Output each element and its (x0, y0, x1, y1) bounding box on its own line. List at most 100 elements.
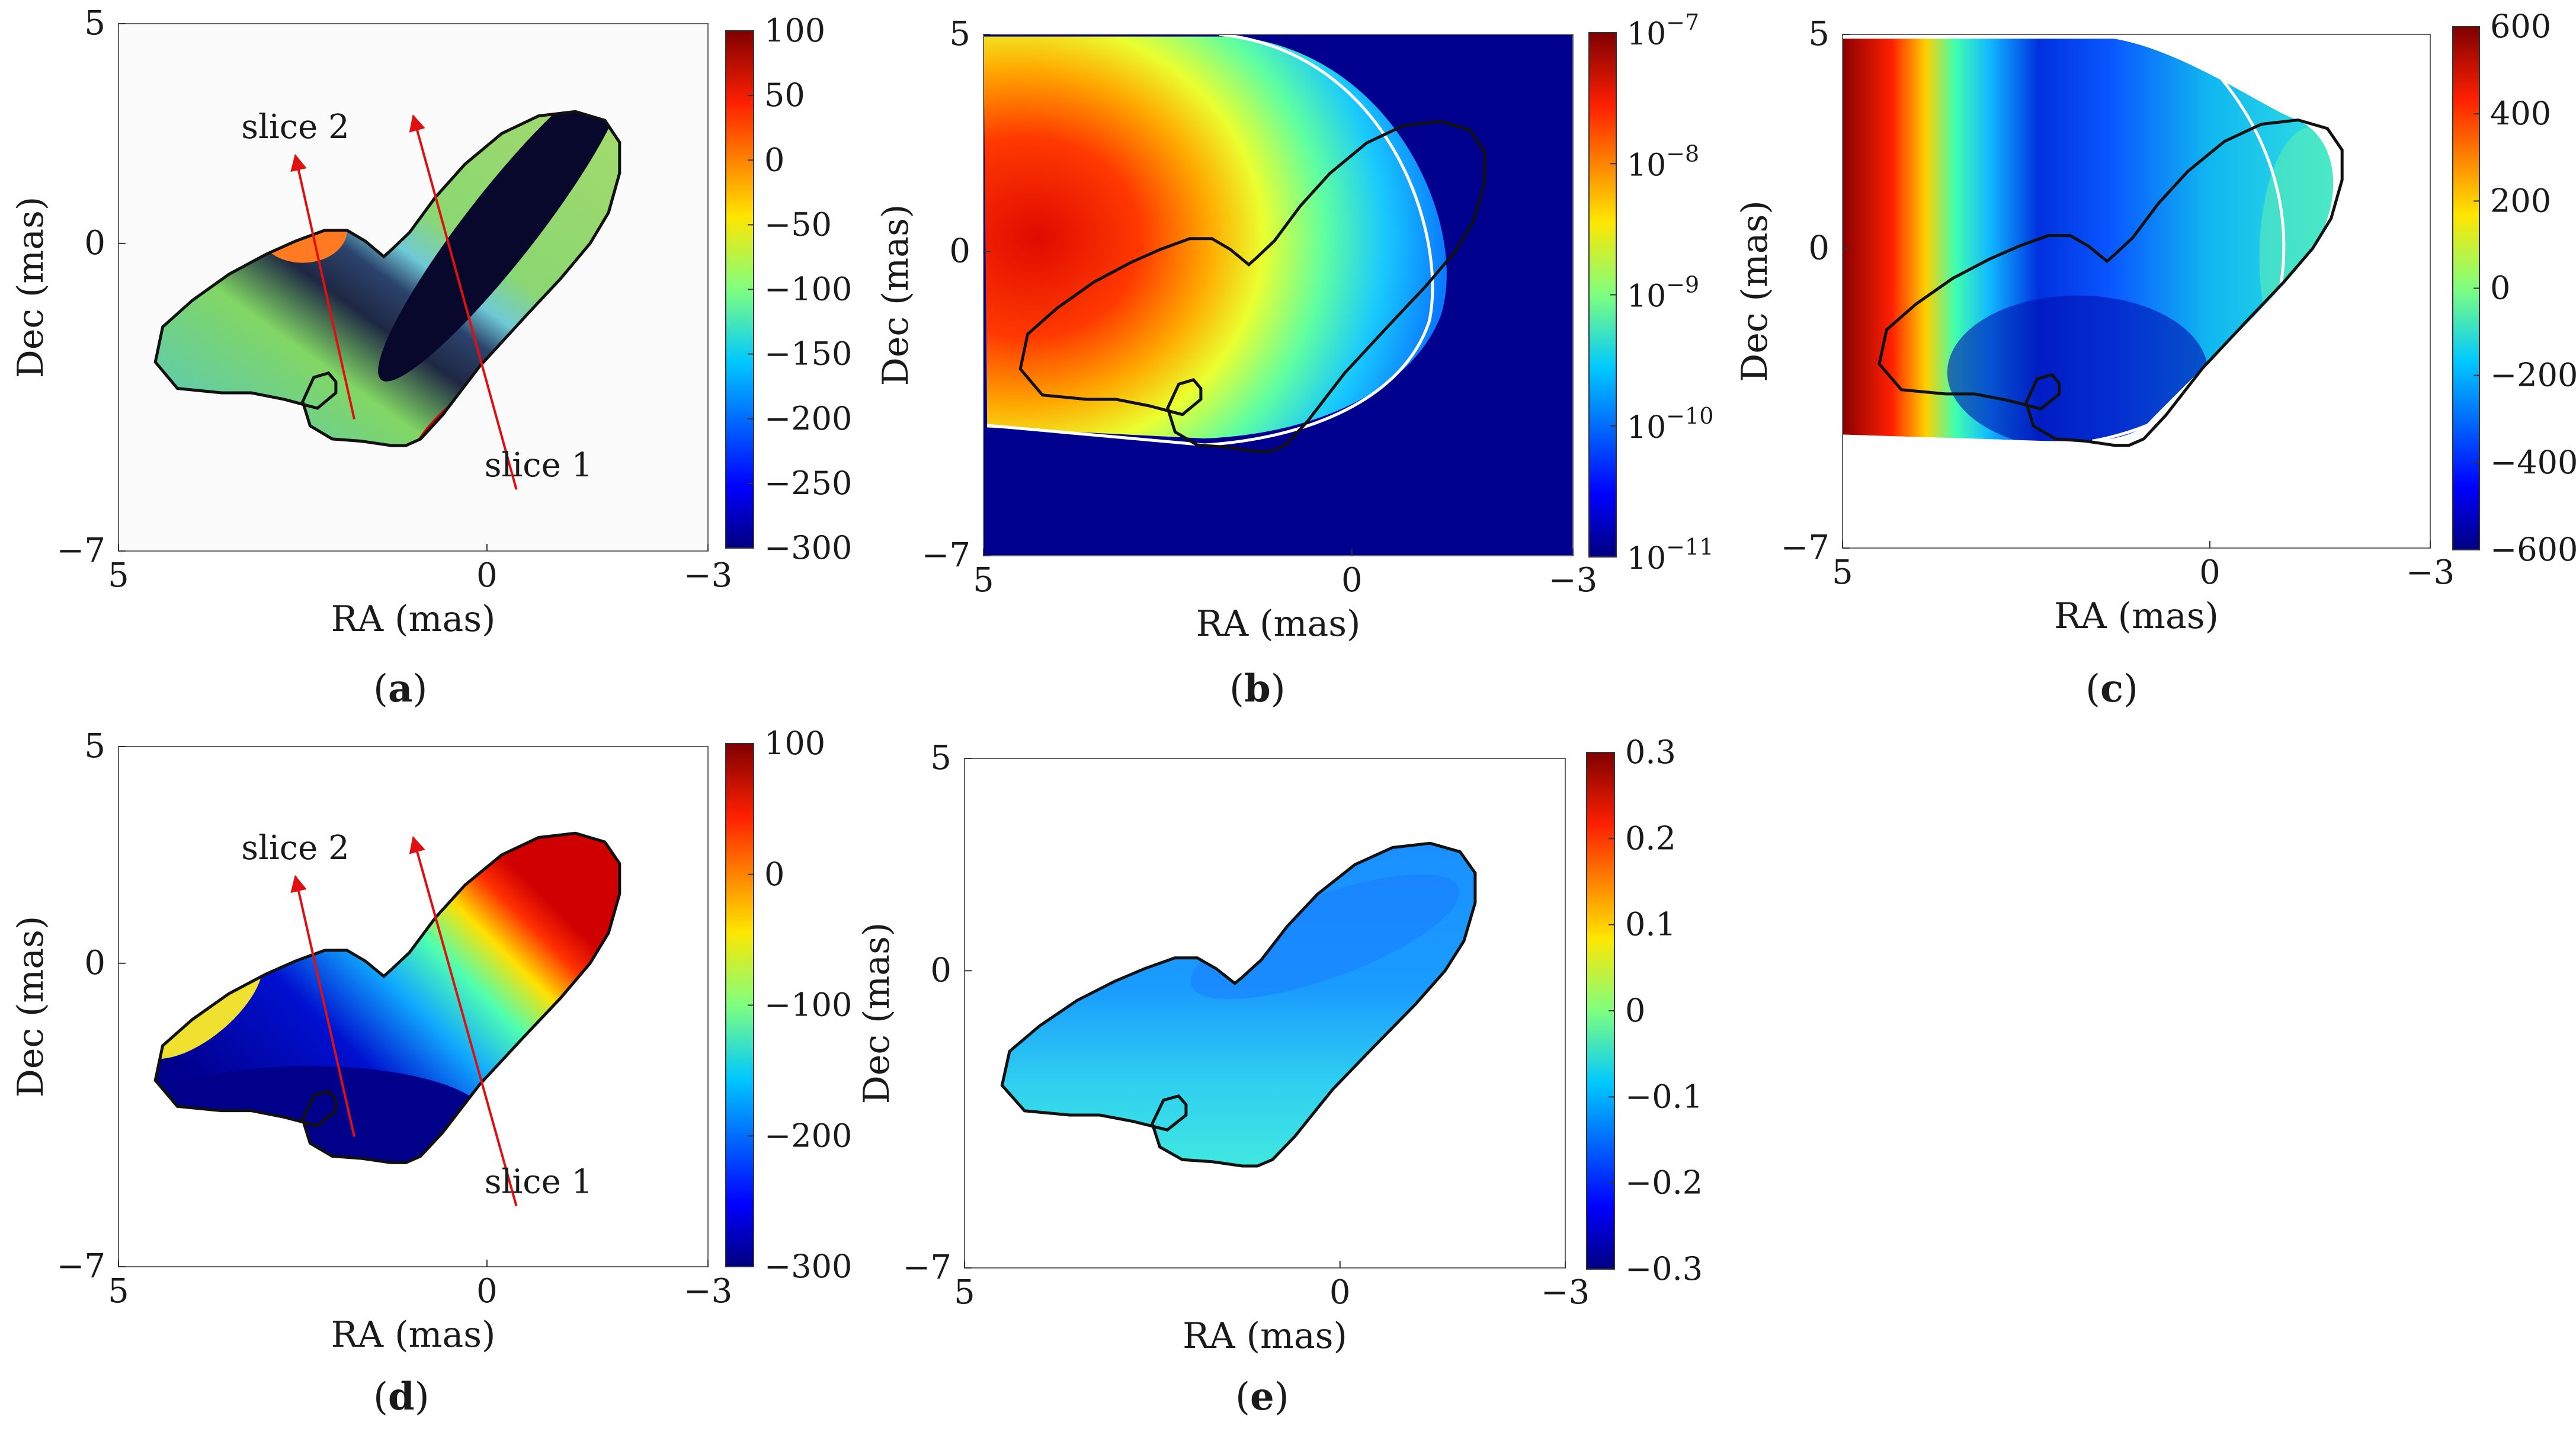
plot-frame (118, 746, 709, 1267)
panel-c: 5 0 −3 5 0 −7 RA (mas) Dec (mas) 600 400 200 0 −200 −… (1734, 8, 2576, 637)
colorbar-tick-label: 10−10 (1627, 403, 1713, 446)
velocity-map (155, 111, 620, 446)
y-tick-label: 5 (84, 4, 105, 43)
colorbar-tick-label: −300 (764, 529, 852, 566)
x-axis-label: RA (mas) (331, 1314, 496, 1356)
y-tick-label: 5 (1808, 15, 1830, 53)
y-axis-label: Dec (mas) (10, 916, 52, 1098)
colorbar-tick-label: −400 (2490, 444, 2576, 481)
x-axis-label: RA (mas) (1196, 603, 1361, 645)
y-tick-label: 0 (949, 232, 970, 271)
colorbar-tick-label: −50 (764, 206, 832, 243)
y-tick-label: 5 (84, 727, 105, 765)
y-axis-label: Dec (mas) (856, 922, 898, 1104)
velocity-map (1843, 39, 2334, 441)
plot-frame (964, 758, 1566, 1269)
colorbar-tick-label: −200 (764, 1117, 852, 1154)
ratio-fill (1002, 843, 1475, 1166)
x-tick-label: −3 (684, 1272, 733, 1311)
colorbar-tick-label: −0.3 (1625, 1250, 1703, 1287)
colorbar-tick-label: −300 (764, 1248, 852, 1285)
x-tick-label: 0 (2199, 553, 2221, 592)
lobe-outline (1018, 120, 1486, 453)
colorbar-tick-label: 100 (764, 725, 825, 762)
caption-e: (e) (1235, 1375, 1289, 1419)
caption-d: (d) (373, 1375, 430, 1419)
plot-frame (118, 23, 709, 552)
panel-b: 5 0 −3 5 0 −7 RA (mas) Dec (mas) 10−7 10−8 10−9 10−… (875, 9, 1713, 645)
velocity-map (155, 833, 620, 1163)
y-tick-label: −7 (921, 536, 970, 575)
colorbar-tick-label: 0 (764, 141, 784, 178)
colorbar-tick-label: −0.1 (1625, 1078, 1703, 1115)
colorbar (1588, 32, 1617, 558)
panel-a: 5 0 −350−7RA (mas)Dec (mas)100500−50−100−1… (10, 4, 852, 640)
x-tick-label: −3 (1549, 561, 1598, 600)
y-tick-label: −7 (56, 531, 105, 570)
lobe-outline (153, 831, 621, 1164)
colorbar-tick-label: 10−8 (1627, 140, 1699, 183)
x-tick-label: 5 (1832, 553, 1853, 592)
panel-d: 5 0 −3 5 0 −7 RA (mas) Dec (mas) 100 0 −100 −200 −30… (10, 725, 852, 1356)
colorbar-tick-label: −100 (764, 271, 852, 308)
low-velocity-patch (1947, 295, 2208, 441)
x-tick-label: −3 (684, 556, 733, 595)
colorbar-tick-label: −600 (2490, 531, 2576, 568)
x-tick-label: 0 (476, 556, 498, 595)
colorbar-tick-label: 0 (764, 856, 784, 893)
caption-c: (c) (2085, 667, 2138, 711)
colorbar-tick-label: −150 (764, 335, 852, 373)
colorbar-tick-label: −0.2 (1625, 1164, 1703, 1202)
x-axis-label: RA (mas) (1183, 1315, 1347, 1357)
plot-frame (983, 34, 1574, 556)
y-tick-label: −7 (902, 1248, 951, 1287)
colorbar-tick-label: 0.1 (1625, 906, 1676, 943)
density-dome (983, 36, 1447, 438)
y-tick-label: 5 (930, 739, 951, 777)
colorbar-tick-label: 10−7 (1627, 9, 1699, 52)
x-tick-label: 5 (954, 1273, 975, 1312)
y-axis-label: Dec (mas) (1734, 200, 1776, 382)
slice-1-label: slice 1 (485, 446, 593, 485)
slice-1-label: slice 1 (485, 1163, 593, 1202)
slice-2-arrow (290, 875, 355, 1137)
colorbar-tick-label: 10−11 (1627, 534, 1713, 576)
caption-b: (b) (1229, 667, 1286, 711)
y-axis-label: Dec (mas) (875, 204, 917, 386)
density-map (983, 34, 1573, 556)
colorbar-tick-label: 200 (2490, 182, 2551, 219)
colorbar-tick-label: 0 (1625, 992, 1645, 1029)
x-tick-label: 0 (476, 1272, 498, 1311)
lobe-outline (1000, 841, 1477, 1168)
y-tick-label: 0 (930, 951, 951, 989)
lobe-outline (1877, 118, 2344, 447)
y-axis-label: Dec (mas) (10, 197, 52, 379)
colorbar-tick-label: −200 (2490, 357, 2576, 394)
colorbar-tick-label: 0.3 (1625, 733, 1676, 771)
y-tick-label: −7 (1780, 528, 1830, 567)
y-tick-label: 0 (84, 944, 105, 982)
x-axis-label: RA (mas) (331, 598, 496, 640)
colorbar-tick-label: −250 (764, 465, 852, 502)
center-patch (1190, 874, 1460, 1000)
plot-frame (1842, 34, 2431, 549)
y-tick-label: 0 (84, 224, 105, 262)
colorbar-tick-label: 50 (764, 76, 805, 114)
colorbar-tick-label: 600 (2490, 8, 2551, 45)
caption-a: (a) (373, 667, 428, 711)
slice-2-label: slice 2 (241, 108, 350, 146)
x-tick-label: 5 (108, 556, 129, 595)
x-axis-label: RA (mas) (2054, 595, 2219, 637)
slice-1-arrow (409, 835, 518, 1207)
slice-1-arrow (409, 114, 518, 490)
x-tick-label: 5 (973, 561, 994, 600)
dark-band (378, 111, 620, 382)
colorbar-tick-label: 0.2 (1625, 819, 1676, 857)
colorbar-tick-label: 0 (2490, 270, 2510, 307)
x-tick-label: 0 (1341, 561, 1363, 600)
slice-2-label: slice 2 (241, 829, 350, 867)
y-tick-label: 0 (1808, 229, 1830, 267)
colorbar-tick-label: 100 (764, 12, 825, 49)
colorbar-tick-label: 10−9 (1627, 272, 1699, 315)
